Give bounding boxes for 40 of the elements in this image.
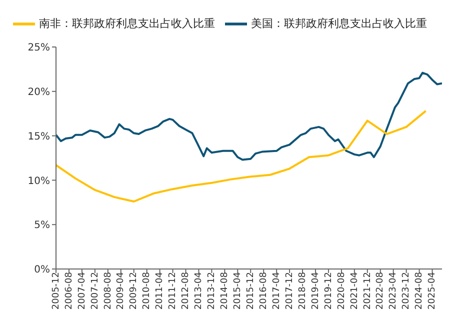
y-tick-label: 0%	[34, 264, 50, 276]
x-tick-label: 2016-08	[258, 272, 269, 310]
x-tick-label: 2011-12	[168, 272, 178, 310]
y-tick-label: 15%	[28, 131, 50, 142]
x-tick-label: 2007-04	[77, 272, 88, 310]
y-tick-label: 25%	[28, 42, 50, 54]
x-tick-label: 2013-12	[207, 272, 218, 310]
x-tick-label: 2009-04	[116, 272, 126, 310]
x-tick-label: 2008-08	[103, 272, 114, 310]
x-tick-label: 2024-08	[414, 272, 425, 310]
x-tick-label: 2019-04	[310, 272, 321, 310]
x-tick-label: 2006-08	[64, 272, 74, 310]
x-tick-label: 2013-04	[194, 272, 204, 310]
x-tick-label: 2018-08	[298, 272, 308, 310]
legend-label: 美国：联邦政府利息支出占收入比重	[251, 17, 427, 30]
x-tick-label: 2014-08	[220, 272, 230, 310]
x-tick-label: 2020-08	[336, 272, 347, 310]
x-tick-label: 2022-08	[376, 272, 386, 310]
x-tick-label: 2009-12	[129, 272, 140, 310]
x-tick-label: 2023-04	[388, 272, 399, 310]
x-tick-label: 2010-08	[142, 272, 152, 310]
x-tick-label: 2015-04	[233, 272, 244, 310]
legend-label: 南非：联邦政府利息支出占收入比重	[39, 17, 215, 30]
x-tick-label: 2021-12	[362, 272, 373, 310]
y-tick-label: 10%	[28, 176, 50, 187]
x-tick-label: 2023-12	[402, 272, 412, 310]
x-tick-label: 2025-04	[428, 272, 438, 310]
x-tick-label: 2005-12	[51, 272, 62, 310]
line-series	[56, 72, 442, 161]
y-tick-label: 20%	[28, 86, 50, 98]
line-series	[56, 110, 427, 203]
x-tick-label: 2015-12	[246, 272, 256, 310]
x-tick-label: 2017-12	[284, 272, 295, 310]
x-tick-label: 2021-04	[350, 272, 360, 310]
x-tick-label: 2007-12	[90, 272, 100, 310]
y-tick-label: 5%	[34, 220, 50, 232]
x-tick-label: 2012-08	[181, 272, 192, 310]
x-tick-label: 2017-04	[272, 272, 282, 310]
x-tick-label: 2019-12	[324, 272, 334, 310]
x-tick-label: 2011-04	[155, 272, 166, 310]
